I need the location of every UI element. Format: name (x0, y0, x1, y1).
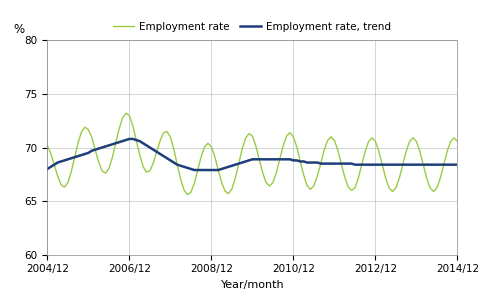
Employment rate, trend (126, 137, 132, 141)
Employment rate (143, 170, 149, 174)
Employment rate (184, 193, 190, 196)
Y-axis label: %: % (13, 23, 24, 36)
Legend: Employment rate, Employment rate, trend: Employment rate, Employment rate, trend (109, 18, 396, 36)
Employment rate (85, 128, 91, 131)
Employment rate (328, 135, 334, 139)
Employment rate (226, 192, 232, 196)
Employment rate, trend (143, 144, 149, 147)
Line: Employment rate, trend: Employment rate, trend (47, 139, 457, 170)
Employment rate, trend (454, 163, 460, 167)
Employment rate, trend (434, 163, 440, 167)
Line: Employment rate: Employment rate (47, 113, 457, 195)
Employment rate (434, 186, 440, 190)
Employment rate (308, 188, 314, 191)
Employment rate, trend (191, 168, 197, 172)
Employment rate, trend (308, 161, 314, 164)
Employment rate (454, 140, 460, 143)
Employment rate, trend (85, 151, 91, 155)
Employment rate, trend (226, 165, 232, 169)
Employment rate, trend (328, 162, 334, 165)
Employment rate (123, 111, 129, 115)
Employment rate, trend (44, 167, 50, 171)
X-axis label: Year/month: Year/month (221, 280, 284, 290)
Employment rate (44, 144, 50, 148)
